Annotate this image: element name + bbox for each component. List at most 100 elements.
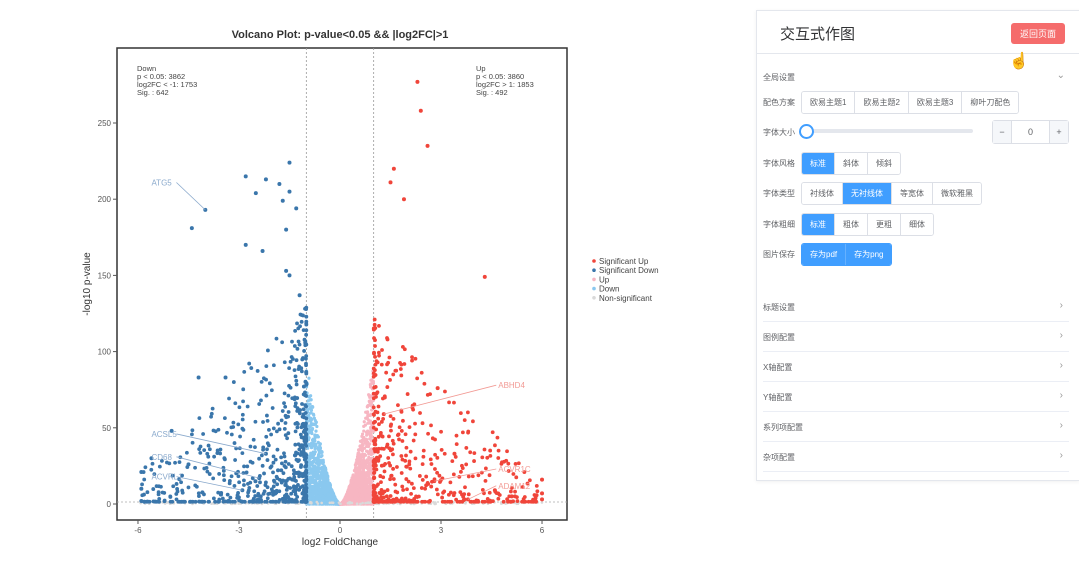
font-style-row: 字体风格 标准 斜体 倾斜 <box>763 152 901 175</box>
global-settings-header[interactable]: 全局设置 <box>763 73 795 82</box>
font-style-option[interactable]: 斜体 <box>835 153 868 174</box>
point-sig-down <box>179 480 183 485</box>
point-sig-down <box>240 451 245 456</box>
x-axis-label: log2 FoldChange <box>302 537 379 548</box>
point-sig-down <box>174 492 179 496</box>
point-sig-down <box>154 484 159 489</box>
point-up <box>352 468 357 473</box>
section-yaxis-settings[interactable]: Y轴配置 › <box>763 382 1069 412</box>
section-label: 标题设置 <box>763 303 795 312</box>
point-sig-up <box>372 385 377 390</box>
point-down <box>314 429 318 433</box>
point-sig-up <box>395 433 400 438</box>
section-series-settings[interactable]: 系列项配置 › <box>763 412 1069 442</box>
font-type-option[interactable]: 等宽体 <box>892 183 933 204</box>
color-scheme-option[interactable]: 欧易主题2 <box>855 92 909 113</box>
save-png-button[interactable]: 存为png <box>846 244 892 265</box>
chevron-down-icon[interactable]: ⌄ <box>1056 70 1065 81</box>
point-sig-up <box>511 472 516 476</box>
point-sig-down <box>270 489 275 494</box>
point-sig-down <box>283 479 288 484</box>
point-sig-up-outlier <box>391 166 396 171</box>
point-nonsig <box>464 502 467 505</box>
point-sig-down <box>270 499 275 504</box>
point-sig-up <box>522 495 527 499</box>
point-sig-down <box>245 464 250 469</box>
section-title-settings[interactable]: 标题设置 › <box>763 292 1069 322</box>
point-sig-up <box>428 392 432 397</box>
point-sig-up <box>390 438 395 443</box>
y-axis-label: -log10 p-value <box>82 252 93 316</box>
point-sig-down <box>259 499 264 504</box>
point-up <box>360 466 364 470</box>
increment-button[interactable]: + <box>1050 121 1068 143</box>
point-sig-up <box>464 446 469 450</box>
font-weight-option[interactable]: 粗体 <box>835 214 868 235</box>
point-sig-down <box>259 398 263 403</box>
font-type-option[interactable]: 衬线体 <box>802 183 843 204</box>
save-pdf-button[interactable]: 存为pdf <box>802 244 847 265</box>
point-nonsig <box>337 501 341 504</box>
point-sig-up <box>372 470 377 475</box>
section-misc-settings[interactable]: 杂项配置 › <box>763 442 1069 472</box>
color-scheme-option[interactable]: 欧易主题1 <box>802 92 856 113</box>
point-sig-up <box>433 467 437 471</box>
point-sig-up-outlier <box>540 491 545 496</box>
font-style-option[interactable]: 标准 <box>802 153 835 174</box>
gene-label-leader <box>383 384 497 415</box>
point-sig-up <box>376 498 381 503</box>
font-size-slider[interactable] <box>799 124 973 139</box>
font-weight-option[interactable]: 标准 <box>802 214 835 235</box>
point-sig-up <box>448 480 453 485</box>
font-type-option[interactable]: 无衬线体 <box>843 183 892 204</box>
point-sig-down <box>302 415 306 420</box>
point-sig-down <box>245 404 250 409</box>
gene-label-leader <box>176 182 206 211</box>
font-weight-option[interactable]: 更粗 <box>868 214 901 235</box>
font-type-option[interactable]: 微软雅黑 <box>933 183 981 204</box>
point-sig-down <box>277 477 282 482</box>
point-sig-down <box>277 489 282 494</box>
point-sig-down <box>174 482 179 486</box>
point-sig-down <box>253 479 258 483</box>
point-sig-down <box>140 482 144 487</box>
point-sig-down <box>304 361 308 366</box>
chevron-right-icon: › <box>1059 360 1063 371</box>
point-sig-down <box>142 499 147 504</box>
point-down <box>307 431 311 435</box>
slider-handle[interactable] <box>799 124 814 139</box>
point-sig-down <box>156 490 161 495</box>
section-legend-settings[interactable]: 图例配置 › <box>763 322 1069 352</box>
point-down <box>325 471 329 475</box>
point-sig-up <box>433 452 438 457</box>
point-sig-down <box>277 427 282 432</box>
back-button[interactable]: 返回页面 <box>1010 23 1065 44</box>
point-sig-up <box>487 473 492 478</box>
point-sig-down <box>286 431 291 436</box>
point-down <box>314 475 318 479</box>
point-sig-up <box>425 480 430 485</box>
down-stats-line: Sig. : 642 <box>137 88 169 97</box>
point-up <box>369 452 373 457</box>
point-sig-up <box>385 488 390 492</box>
section-xaxis-settings[interactable]: X轴配置 › <box>763 352 1069 382</box>
point-sig-down <box>265 496 270 501</box>
point-sig-down-outlier <box>243 242 248 247</box>
point-down <box>310 431 314 436</box>
point-sig-down <box>160 490 165 495</box>
point-down <box>320 454 324 458</box>
point-sig-up <box>401 488 406 492</box>
font-style-option[interactable]: 倾斜 <box>868 153 900 174</box>
color-scheme-option[interactable]: 欧易主题3 <box>908 92 963 113</box>
font-size-input[interactable]: 0 <box>1011 121 1050 143</box>
point-sig-down <box>286 462 291 466</box>
chevron-right-icon: › <box>1059 390 1063 401</box>
point-sig-down <box>284 415 289 420</box>
point-sig-up <box>402 347 407 352</box>
point-sig-down <box>216 490 221 495</box>
point-sig-down <box>264 377 268 382</box>
decrement-button[interactable]: − <box>993 121 1011 143</box>
color-scheme-option[interactable]: 柳叶刀配色 <box>962 92 1019 113</box>
point-sig-up <box>394 368 399 373</box>
font-weight-option[interactable]: 细体 <box>901 214 933 235</box>
